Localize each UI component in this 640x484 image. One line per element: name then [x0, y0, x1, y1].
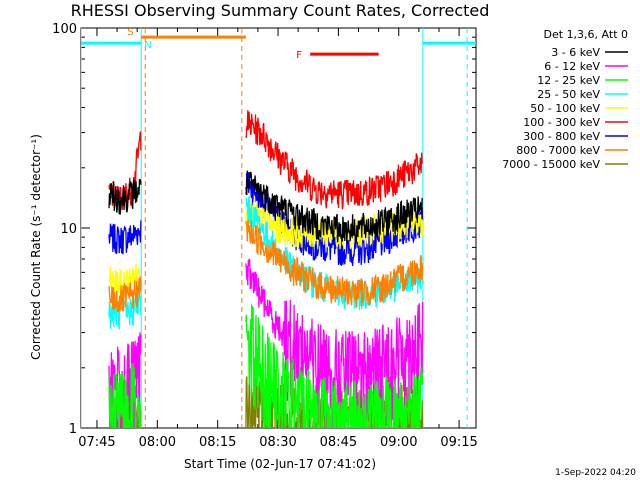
legend-item-label: 300 - 800 keV [523, 130, 600, 143]
footer-timestamp: 1-Sep-2022 04:20 [555, 468, 636, 478]
x-tick-label: 09:00 [380, 435, 417, 450]
x-tick-label: 08:00 [139, 435, 176, 450]
legend-item-label: 50 - 100 keV [530, 102, 600, 115]
y-tick-label: 100 [52, 22, 77, 37]
y-axis-label: Corrected Count Rate (s⁻¹ detector⁻¹) [29, 134, 43, 360]
series-line [245, 303, 424, 428]
legend-item-label: 800 - 7000 keV [516, 144, 600, 157]
legend-item-label: 7000 - 15000 keV [502, 158, 600, 171]
series-line [108, 220, 142, 255]
series-line [108, 263, 142, 298]
legend-item-label: 3 - 6 keV [551, 46, 600, 59]
series-line [108, 363, 142, 428]
series-line [108, 276, 142, 313]
x-axis-label: Start Time (02-Jun-17 07:41:02) [184, 457, 376, 471]
flag-label: F [296, 50, 302, 61]
y-tick-label: 1 [69, 422, 77, 437]
x-tick-label: 07:45 [78, 435, 115, 450]
x-tick-label: 08:15 [199, 435, 236, 450]
legend-item-label: 12 - 25 keV [537, 74, 600, 87]
flag-label: S [127, 27, 133, 38]
x-tick-label: 08:45 [320, 435, 357, 450]
legend-item-label: 6 - 12 keV [544, 60, 600, 73]
series-line [245, 170, 423, 244]
traces [81, 28, 476, 428]
x-tick-label: 08:30 [259, 435, 296, 450]
x-tick-label: 09:15 [440, 435, 477, 450]
plot-area: 1 10 100 07:45 08:00 08:15 08:30 08:45 09:00 09:1… [52, 22, 478, 450]
y-tick-label: 10 [60, 222, 77, 237]
legend-item-label: 25 - 50 keV [537, 88, 600, 101]
flag-label: N [144, 40, 151, 51]
series-line [108, 178, 142, 215]
legend-title: Det 1,3,6, Att 0 [544, 28, 628, 41]
chart-title: RHESSI Observing Summary Count Rates, Co… [71, 1, 490, 20]
series-line [245, 220, 424, 308]
legend-item-label: 100 - 300 keV [523, 116, 600, 129]
series-line [245, 110, 423, 210]
series-line [245, 258, 424, 428]
